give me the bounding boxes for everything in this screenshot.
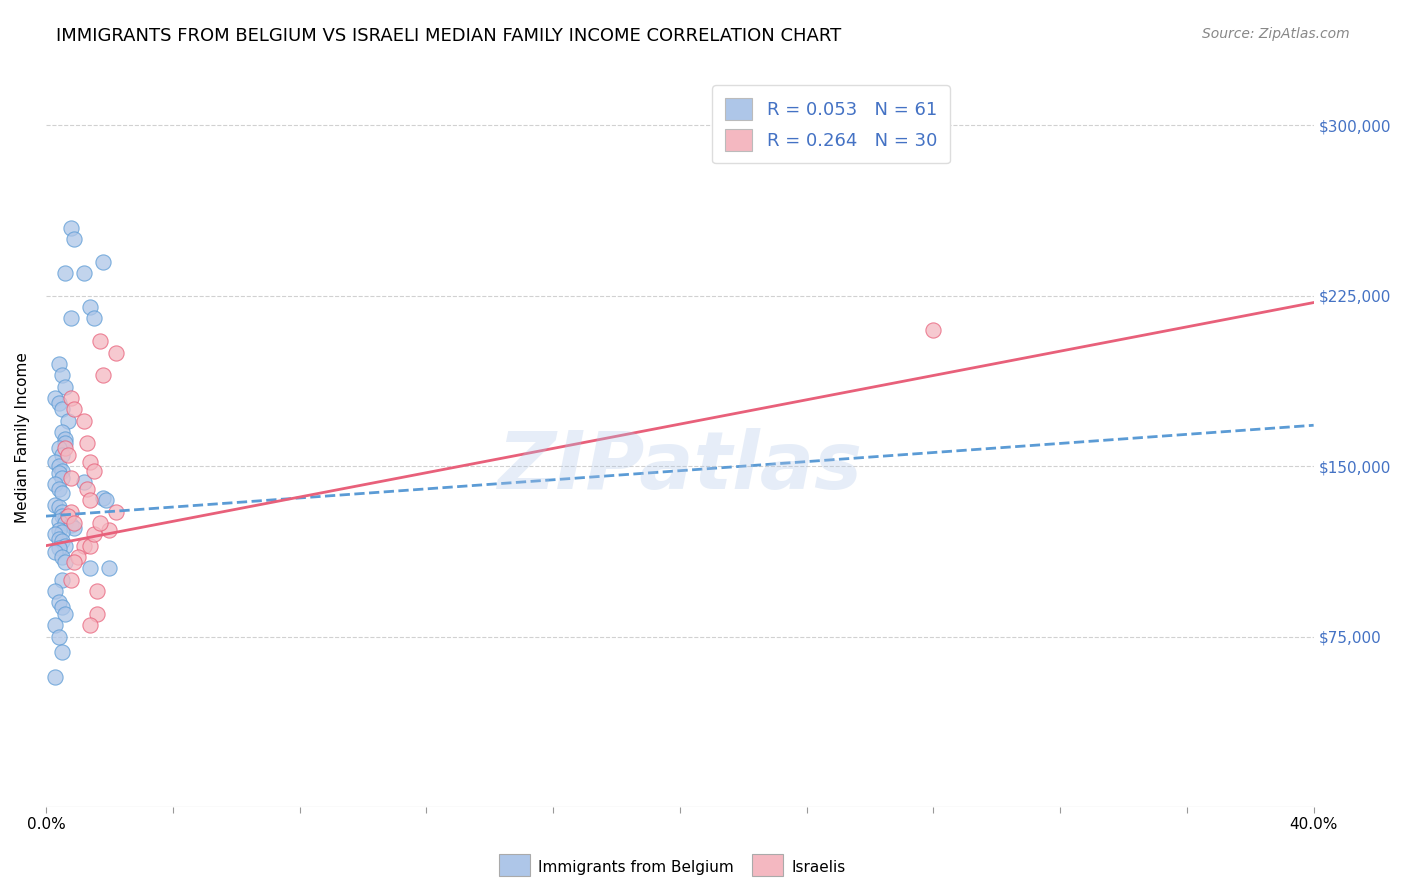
Point xyxy=(53,432,76,446)
Point xyxy=(60,391,83,405)
Text: Israelis: Israelis xyxy=(792,860,846,874)
Point xyxy=(98,561,121,575)
Point xyxy=(44,584,66,599)
Point xyxy=(53,266,76,280)
Point xyxy=(91,491,114,505)
Point xyxy=(48,595,70,609)
Point xyxy=(91,254,114,268)
Point xyxy=(51,524,73,539)
Point xyxy=(44,545,66,559)
Point xyxy=(44,618,66,632)
Point xyxy=(63,232,86,246)
Point xyxy=(922,323,945,337)
Point xyxy=(56,509,79,524)
Point xyxy=(79,539,101,553)
Point xyxy=(44,498,66,512)
Point xyxy=(53,436,76,450)
Point xyxy=(44,454,66,468)
Point xyxy=(51,573,73,587)
Point xyxy=(60,470,83,484)
Point xyxy=(79,618,101,632)
Point xyxy=(60,505,83,519)
Point xyxy=(48,395,70,409)
Point xyxy=(53,539,76,553)
Point xyxy=(51,486,73,500)
Point xyxy=(44,670,66,684)
Legend: R = 0.053   N = 61, R = 0.264   N = 30: R = 0.053 N = 61, R = 0.264 N = 30 xyxy=(713,85,949,163)
Point xyxy=(53,379,76,393)
Point xyxy=(48,523,70,537)
Point xyxy=(89,516,111,530)
Point xyxy=(53,607,76,621)
Point xyxy=(73,414,96,428)
Point xyxy=(98,523,121,537)
Point xyxy=(48,357,70,371)
Point xyxy=(51,368,73,383)
Point xyxy=(63,402,86,417)
Point xyxy=(51,645,73,659)
Point xyxy=(79,561,101,575)
Point xyxy=(51,505,73,519)
Point xyxy=(53,516,76,530)
Point xyxy=(79,300,101,314)
Point xyxy=(76,436,98,450)
Point xyxy=(48,441,70,455)
Point xyxy=(104,505,127,519)
Point xyxy=(96,493,118,508)
Point xyxy=(86,584,108,599)
Point xyxy=(83,527,105,541)
Point xyxy=(48,541,70,555)
Point xyxy=(63,516,86,530)
Point xyxy=(51,509,73,524)
Point xyxy=(44,477,66,491)
Point xyxy=(48,500,70,514)
Point xyxy=(51,600,73,615)
Point xyxy=(48,630,70,644)
Point xyxy=(51,448,73,462)
Text: ZIPatlas: ZIPatlas xyxy=(498,428,862,507)
Point xyxy=(48,482,70,496)
Point xyxy=(48,514,70,528)
Point xyxy=(89,334,111,348)
Point xyxy=(79,493,101,508)
Point xyxy=(60,518,83,533)
Point xyxy=(48,466,70,480)
Point xyxy=(76,482,98,496)
Point xyxy=(104,345,127,359)
Point xyxy=(73,475,96,489)
Point xyxy=(48,532,70,546)
Point xyxy=(63,555,86,569)
Point xyxy=(73,266,96,280)
Point xyxy=(63,520,86,534)
Y-axis label: Median Family Income: Median Family Income xyxy=(15,352,30,524)
Point xyxy=(83,311,105,326)
Point xyxy=(60,220,83,235)
Point xyxy=(83,464,105,478)
Text: Source: ZipAtlas.com: Source: ZipAtlas.com xyxy=(1202,27,1350,41)
Point xyxy=(60,311,83,326)
Point xyxy=(51,534,73,549)
Point xyxy=(73,539,96,553)
Text: Immigrants from Belgium: Immigrants from Belgium xyxy=(538,860,734,874)
Point xyxy=(44,527,66,541)
Point xyxy=(56,414,79,428)
Point xyxy=(79,454,101,468)
Point xyxy=(51,425,73,439)
Text: IMMIGRANTS FROM BELGIUM VS ISRAELI MEDIAN FAMILY INCOME CORRELATION CHART: IMMIGRANTS FROM BELGIUM VS ISRAELI MEDIA… xyxy=(56,27,841,45)
Point xyxy=(66,549,89,564)
Point xyxy=(51,464,73,478)
Point xyxy=(48,459,70,474)
Point xyxy=(51,549,73,564)
Point xyxy=(91,368,114,383)
Point xyxy=(51,402,73,417)
Point xyxy=(44,391,66,405)
Point xyxy=(53,511,76,525)
Point xyxy=(51,470,73,484)
Point xyxy=(53,555,76,569)
Point xyxy=(86,607,108,621)
Point xyxy=(53,441,76,455)
Point xyxy=(56,448,79,462)
Point xyxy=(60,573,83,587)
